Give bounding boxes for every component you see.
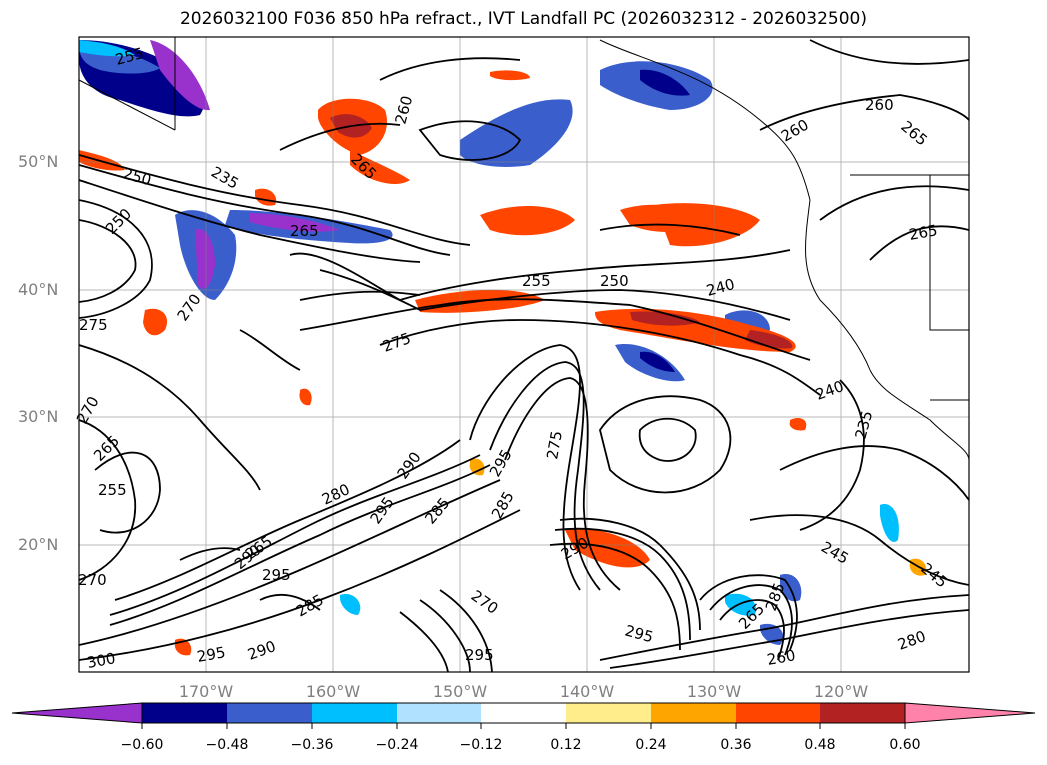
colorbar-swatch bbox=[227, 703, 312, 723]
lat-label: 40°N bbox=[18, 280, 59, 299]
contour-label: 255 bbox=[522, 272, 551, 290]
graticule bbox=[79, 37, 969, 672]
lon-label: 150°W bbox=[432, 682, 488, 701]
contour-label: 295 bbox=[196, 643, 227, 666]
lon-label: 140°W bbox=[559, 682, 615, 701]
negative-shading bbox=[79, 40, 899, 645]
map-area bbox=[79, 37, 969, 672]
colorbar-swatch bbox=[312, 703, 397, 723]
colorbar-swatch bbox=[651, 703, 736, 723]
colorbar-min-extend bbox=[11, 702, 143, 724]
contour-label: 275 bbox=[79, 316, 108, 334]
map-frame bbox=[78, 36, 970, 673]
lon-label: 160°W bbox=[305, 682, 361, 701]
lon-label: 170°W bbox=[178, 682, 234, 701]
colorbar bbox=[11, 702, 1036, 729]
colorbar-tick-label: 0.12 bbox=[550, 737, 582, 753]
contour-label: 260 bbox=[766, 646, 797, 669]
contour-label: 260 bbox=[865, 96, 894, 114]
lat-label: 20°N bbox=[18, 535, 59, 554]
colorbar-tick-label: 0.36 bbox=[720, 737, 752, 753]
contour-label: 255 bbox=[98, 481, 127, 499]
colorbar-swatch bbox=[820, 703, 905, 723]
lon-label: 120°W bbox=[813, 682, 869, 701]
colorbar-tick-label: 0.24 bbox=[635, 737, 667, 753]
lat-label: 50°N bbox=[18, 152, 59, 171]
contour-label: 300 bbox=[86, 649, 117, 672]
lon-label: 130°W bbox=[686, 682, 742, 701]
map-title: 2026032100 F036 850 hPa refract., IVT La… bbox=[179, 9, 867, 29]
contour-label: 250 bbox=[600, 272, 629, 290]
contour-label: 270 bbox=[78, 571, 107, 589]
colorbar-swatch bbox=[142, 703, 227, 723]
colorbar-tick-label: −0.12 bbox=[459, 737, 503, 753]
contour-label: 295 bbox=[465, 646, 494, 664]
colorbar-max-extend bbox=[904, 702, 1036, 724]
colorbar-tick-label: −0.60 bbox=[120, 737, 164, 753]
contour-label: 275 bbox=[543, 429, 566, 460]
lat-label: 30°N bbox=[18, 407, 59, 426]
colorbar-tick-label: 0.60 bbox=[889, 737, 921, 753]
colorbar-swatch bbox=[397, 703, 481, 723]
contour-lines bbox=[79, 39, 969, 672]
colorbar-tick-label: −0.48 bbox=[205, 737, 249, 753]
colorbar-swatch bbox=[566, 703, 651, 723]
contour-label: 295 bbox=[262, 566, 291, 584]
contour-label: 265 bbox=[290, 222, 319, 240]
colorbar-swatch bbox=[736, 703, 820, 723]
colorbar-tick-label: −0.36 bbox=[290, 737, 334, 753]
colorbar-swatch bbox=[481, 703, 566, 723]
colorbar-tick-label: 0.48 bbox=[804, 737, 836, 753]
colorbar-tick-label: −0.24 bbox=[375, 737, 419, 753]
contour-label: 265 bbox=[908, 221, 939, 244]
